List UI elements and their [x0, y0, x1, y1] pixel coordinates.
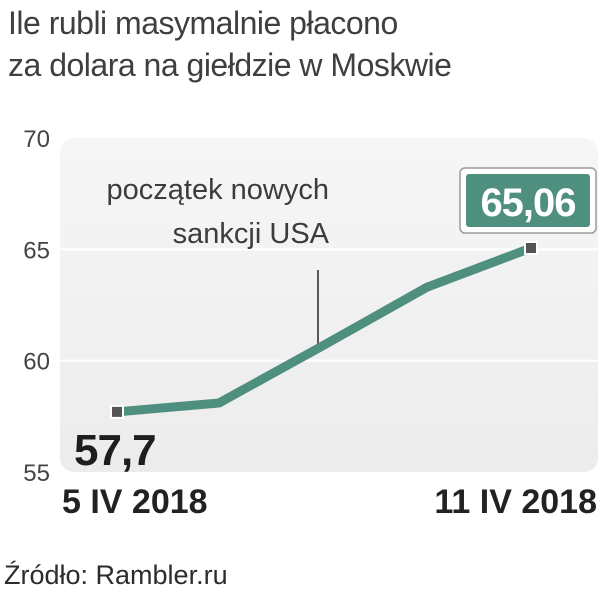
chart-title-line-1: Ile rubli masymalnie płacono [8, 5, 398, 41]
end-value-label: 65,06 [480, 181, 575, 225]
chart-title-line-2: za dolara na giełdzie w Moskwie [8, 47, 452, 83]
chart-title: Ile rubli masymalnie płacono za dolara n… [8, 2, 598, 86]
y-tick-label-60: 60 [23, 349, 50, 376]
start-point-marker [112, 406, 122, 417]
x-tick-label-end: 11 IV 2018 [434, 483, 597, 521]
x-tick-label-start: 5 IV 2018 [62, 483, 208, 521]
source-note: Źródło: Rambler.ru [4, 560, 228, 590]
y-tick-label-70: 70 [23, 126, 50, 153]
annotation-text-line-2: sankcji USA [173, 218, 330, 250]
start-value-label: 57,7 [74, 426, 156, 475]
y-tick-label-65: 65 [23, 237, 50, 264]
series-line [112, 243, 536, 417]
annotation-text-line-1: początek nowych [107, 174, 329, 206]
end-value-callout [466, 174, 590, 227]
y-tick-label-55: 55 [23, 460, 50, 487]
end-point-marker [526, 242, 536, 253]
